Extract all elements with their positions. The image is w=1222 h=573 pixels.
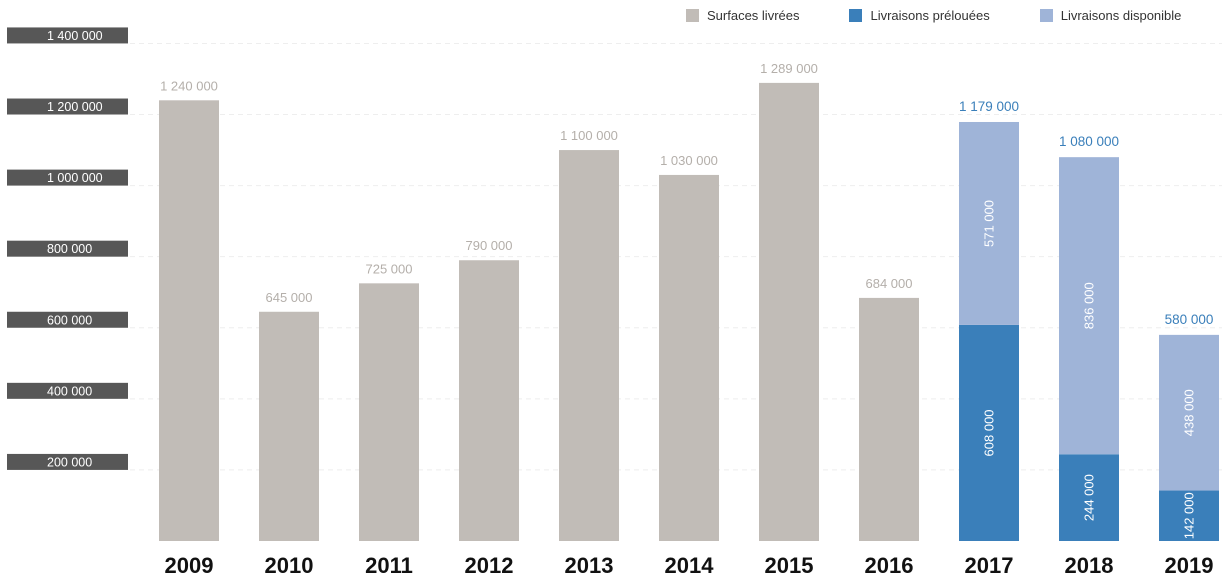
legend-label-prelouees: Livraisons prélouées [870,8,990,23]
x-tick-label: 2009 [165,553,214,573]
y-tick-background [7,98,128,115]
bar-2009-s0 [159,100,219,541]
x-tick-label: 2016 [865,553,914,573]
y-tick-background [7,311,128,328]
bar-2018-s1 [1059,454,1119,541]
y-tick-background [7,169,128,186]
x-tick-label: 2014 [665,553,715,573]
bar-2014-s0 [659,174,719,542]
total-value-label: 1 080 000 [1059,134,1119,149]
y-tick-label: 200 000 [47,455,92,469]
legend-item-surfaces: Surfaces livrées [686,8,799,23]
bar-value-label: 645 000 [266,290,313,305]
bar-value-label: 790 000 [466,238,513,253]
legend-label-surfaces: Surfaces livrées [707,8,800,23]
x-tick-label: 2015 [765,553,814,573]
legend-swatch-disponible [1039,9,1053,22]
bar-2017-s1 [959,324,1019,541]
y-tick-background [7,240,128,257]
bar-value-label: 1 030 000 [660,153,718,168]
bar-value-label: 1 289 000 [760,61,818,76]
y-tick-label: 1 000 000 [47,171,103,185]
bar-2017-s2 [959,121,1019,325]
legend-item-disponible: Livraisons disponible [1039,8,1182,23]
chart-legend: Surfaces livrées Livraisons prélouées Li… [686,8,1181,23]
x-tick-label: 2011 [365,553,413,573]
legend-item-prelouees: Livraisons prélouées [849,8,990,23]
bar-value-label: 1 240 000 [160,78,218,93]
bar-2019-s1 [1159,490,1219,541]
y-tick-background [7,382,128,399]
bar-value-label: 1 100 000 [560,128,618,143]
bar-2011-s0 [359,283,419,541]
x-tick-label: 2010 [265,553,314,573]
x-tick-label: 2019 [1165,553,1214,573]
y-tick-label: 1 200 000 [47,100,103,114]
segment-value-label: 438 000 [1182,389,1197,436]
x-tick-label: 2018 [1065,553,1114,573]
segment-value-label: 836 000 [1082,282,1097,329]
bar-value-label: 725 000 [366,261,413,276]
segment-value-label: 142 000 [1182,492,1197,539]
bar-2019-s2 [1159,334,1219,491]
bar-2013-s0 [559,150,619,541]
y-tick-label: 800 000 [47,242,92,256]
y-tick-label: 400 000 [47,384,92,398]
total-value-label: 580 000 [1165,312,1214,327]
bar-2010-s0 [259,311,319,541]
bar-2018-s2 [1059,157,1119,455]
bar-2012-s0 [459,260,519,541]
segment-value-label: 608 000 [982,409,997,456]
bar-2015-s0 [759,82,819,541]
legend-swatch-surfaces [686,9,699,22]
x-tick-label: 2013 [565,553,614,573]
x-tick-label: 2017 [965,553,1014,573]
legend-label-disponible: Livraisons disponible [1060,8,1182,23]
y-tick-label: 600 000 [47,313,92,327]
legend-swatch-prelouees [849,9,863,22]
y-tick-background [7,453,128,470]
segment-value-label: 244 000 [1082,474,1097,521]
y-tick-background [7,27,128,44]
bar-2016-s0 [859,297,919,541]
x-tick-label: 2012 [465,553,514,573]
bar-value-label: 684 000 [866,276,913,291]
segment-value-label: 571 000 [982,200,997,247]
total-value-label: 1 179 000 [959,99,1019,114]
y-tick-label: 1 400 000 [47,29,103,43]
